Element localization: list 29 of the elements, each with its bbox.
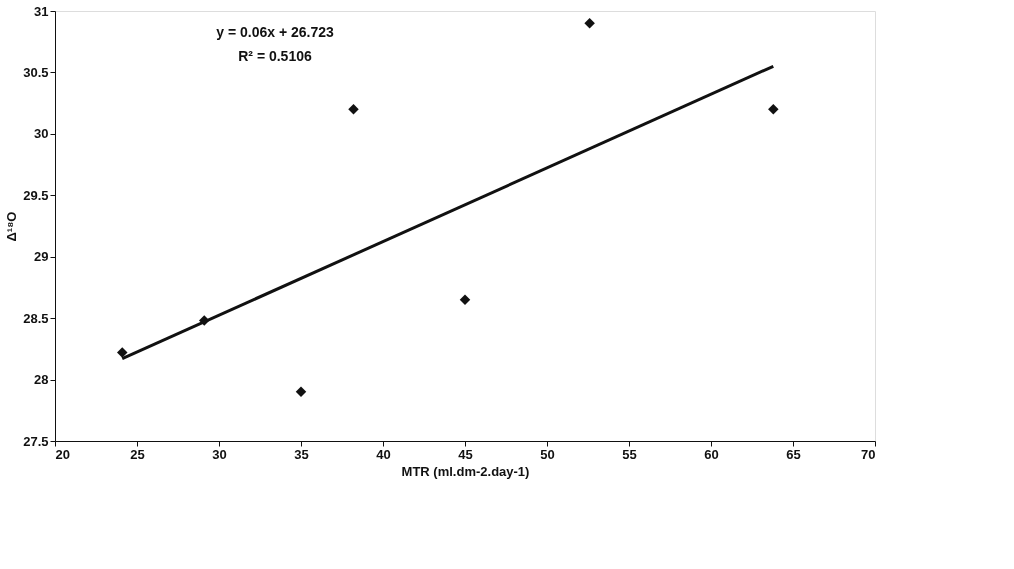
x-tick-label: 45 bbox=[458, 446, 473, 462]
point bbox=[295, 386, 307, 398]
annotation: R² = 0.5106 bbox=[238, 48, 312, 64]
point bbox=[348, 104, 359, 115]
x-tick-label: 55 bbox=[622, 446, 637, 462]
y-tick-label: 28 bbox=[34, 372, 49, 388]
x-tick-label: 25 bbox=[130, 446, 145, 462]
point bbox=[584, 18, 595, 29]
annotation: y = 0.06x + 26.723 bbox=[216, 24, 334, 40]
x-tick-label: 60 bbox=[704, 446, 719, 462]
x-axis-title: MTR (ml.dm-2.day-1) bbox=[401, 463, 530, 479]
y-tick-label: 27.5 bbox=[23, 433, 49, 449]
y-tick-label: 28.5 bbox=[23, 310, 49, 326]
y-tick-label: 30 bbox=[34, 126, 49, 142]
point bbox=[768, 104, 779, 115]
point bbox=[459, 294, 471, 305]
y-axis-title: Δ¹⁸O bbox=[4, 211, 20, 242]
x-tick-label: 70 bbox=[861, 446, 876, 462]
y-tick-label: 30.5 bbox=[23, 64, 49, 80]
x-tick-label: 50 bbox=[540, 446, 555, 462]
x-tick-label: 30 bbox=[212, 446, 227, 462]
x-tick-label: 20 bbox=[55, 446, 70, 462]
y-tick-label: 29.5 bbox=[23, 187, 49, 203]
x-tick-label: 35 bbox=[294, 446, 309, 462]
x-tick-label: 65 bbox=[786, 446, 801, 462]
point bbox=[117, 347, 128, 358]
y-tick-label: 31 bbox=[34, 3, 49, 19]
x-tick-label: 40 bbox=[376, 446, 391, 462]
y-tick-label: 29 bbox=[34, 249, 49, 265]
